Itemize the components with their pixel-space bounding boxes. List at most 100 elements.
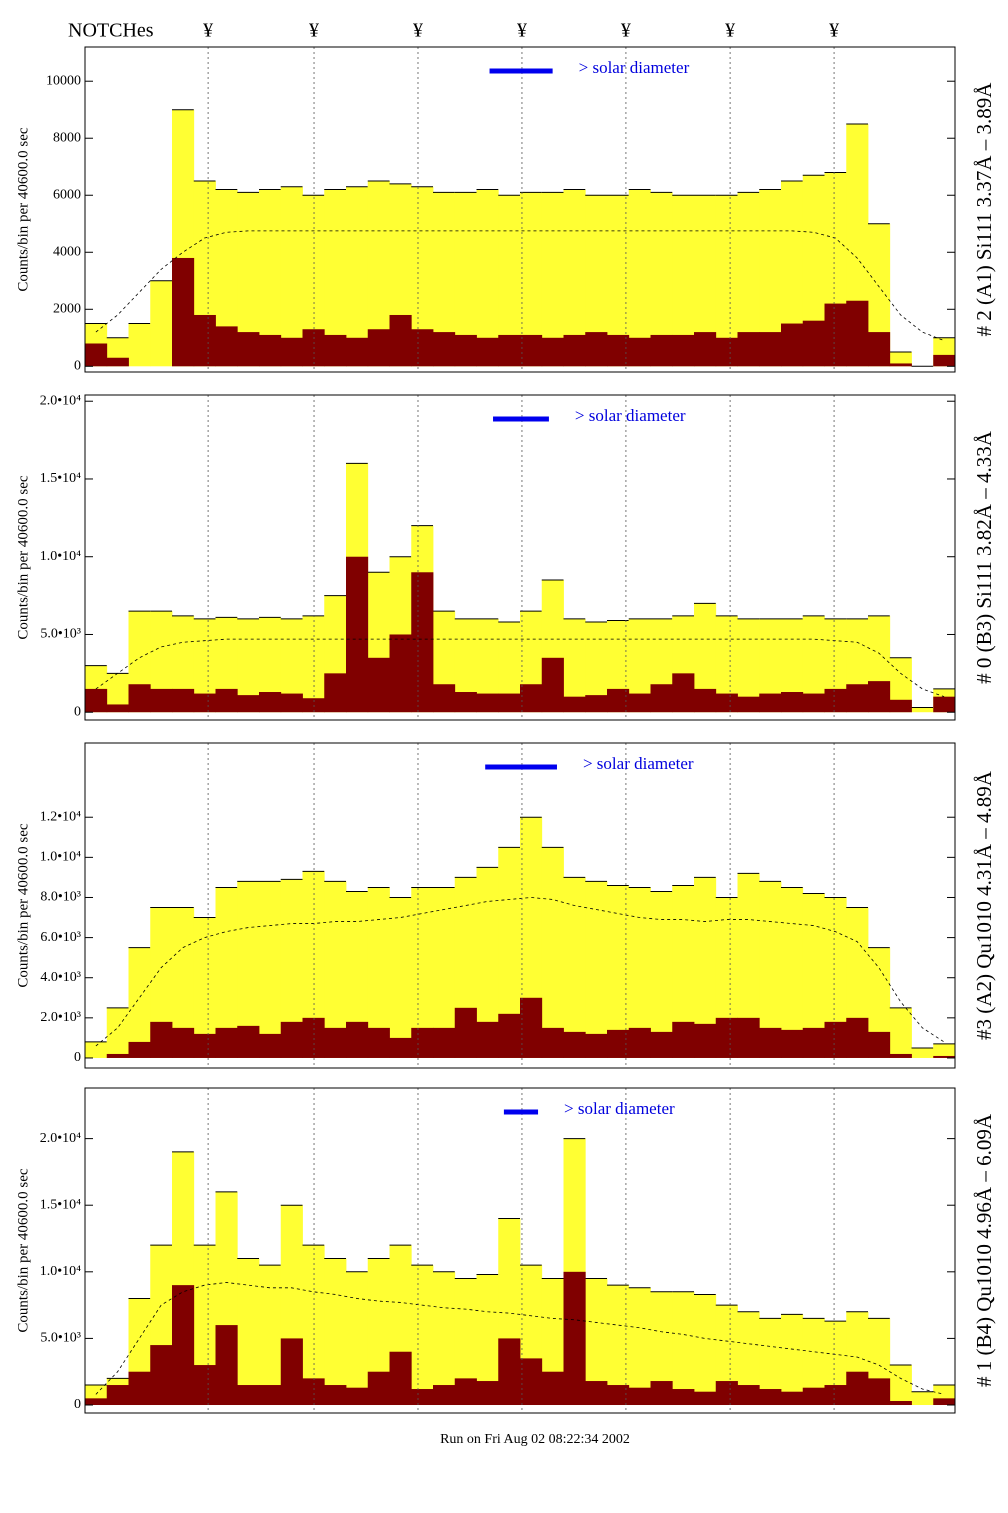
bin-bar: [259, 1265, 282, 1406]
bin-bar: [454, 618, 477, 713]
bin-bar: [324, 1027, 347, 1058]
y-tick-label: 0: [74, 1050, 81, 1065]
bin-bar: [346, 337, 369, 367]
bin-bar: [628, 337, 651, 367]
bin-bar: [237, 1258, 260, 1406]
bin-bar: [454, 692, 477, 713]
notch-marker: ¥: [725, 20, 735, 42]
notch-marker: ¥: [829, 20, 839, 42]
bin-bar: [802, 615, 825, 713]
bin-bar: [650, 1291, 673, 1406]
bin-bar: [106, 1385, 129, 1406]
bin-bar: [324, 881, 347, 1058]
bin-bar: [715, 1017, 738, 1058]
bin-bar: [868, 332, 891, 367]
plot-frame: [84, 1087, 956, 1414]
bin-bar: [280, 1338, 303, 1406]
y-tick-label: 2.0•10⁴: [40, 393, 81, 408]
bin-bar: [715, 1305, 738, 1406]
bin-bar: [889, 352, 912, 367]
bin-bar: [520, 192, 543, 367]
bin-bar: [433, 887, 456, 1058]
bin-bar: [607, 885, 630, 1058]
bin-bar: [563, 1031, 586, 1058]
bin-bar: [237, 192, 260, 367]
bin-bar: [498, 622, 521, 713]
bin-bar: [367, 1258, 390, 1406]
annotation: > solar diameter: [579, 58, 690, 77]
bin-bar: [346, 186, 369, 367]
bin-bar: [302, 871, 325, 1058]
bin-bar: [454, 334, 477, 367]
bin-bar: [607, 334, 630, 367]
bin-bar: [237, 618, 260, 713]
bin-bar: [433, 1271, 456, 1406]
bin-bar: [650, 684, 673, 713]
bin-bar: [889, 1401, 912, 1406]
y-tick-label: 2.0•10⁴: [40, 1131, 81, 1146]
bin-bar: [193, 1033, 216, 1058]
bin-bar: [302, 1017, 325, 1058]
bin-bar: [672, 673, 695, 713]
bin-bar: [781, 323, 804, 367]
bin-bar: [498, 334, 521, 367]
bin-bar: [694, 603, 717, 713]
bin-bar: [781, 1314, 804, 1406]
bin-bar: [215, 688, 238, 713]
annotation: > solar diameter: [575, 406, 686, 425]
bin-bar: [128, 947, 151, 1058]
bin-bar: [846, 1371, 869, 1406]
bin-bar: [585, 695, 608, 713]
bin-bar: [106, 1007, 129, 1058]
bin-bar: [607, 195, 630, 367]
bin-bar: [454, 1378, 477, 1406]
bin-bar: [868, 223, 891, 367]
bin-bar: [520, 684, 543, 713]
bin-bar: [476, 867, 499, 1058]
bin-bar: [346, 1021, 369, 1058]
bin-bar: [259, 189, 282, 367]
bin-bar: [498, 195, 521, 367]
bin-bar: [672, 1291, 695, 1406]
bin-bar: [585, 881, 608, 1058]
bin-bar: [694, 688, 717, 713]
bin-bar: [781, 1391, 804, 1406]
bin-bar: [868, 1031, 891, 1058]
y-tick-label: 5.0•10³: [40, 1331, 81, 1346]
y-axis-label: Counts/bin per 40600.0 sec: [15, 127, 31, 291]
notch-marker: ¥: [203, 20, 213, 42]
bin-bar: [128, 1041, 151, 1058]
bin-bar: [889, 1365, 912, 1406]
bin-bar: [759, 881, 782, 1058]
bin-bar: [628, 1027, 651, 1058]
bin-bar: [411, 1265, 434, 1406]
bin-bar: [367, 657, 390, 713]
bin-bar: [259, 617, 282, 713]
bin-bar: [541, 1371, 564, 1406]
bin-bar: [259, 692, 282, 713]
bin-bar: [759, 332, 782, 367]
bin-bar: [280, 1021, 303, 1058]
bin-bar: [628, 1387, 651, 1406]
bin-bar: [302, 698, 325, 713]
bin-bar: [367, 887, 390, 1058]
y-tick-label: 1.5•10⁴: [40, 1197, 81, 1212]
bin-bar: [846, 300, 869, 367]
panel-label: # 1 (B4) Qu1010 4.96Å – 6.09Å: [972, 1113, 996, 1387]
y-tick-label: 0: [74, 1397, 81, 1412]
bin-bar: [933, 696, 956, 713]
bin-bar: [259, 1033, 282, 1058]
bin-bar: [737, 1385, 760, 1406]
y-tick-label: 1.0•10⁴: [40, 549, 81, 564]
bin-bar: [650, 1031, 673, 1058]
bin-bar: [193, 618, 216, 713]
bin-bar: [389, 314, 412, 367]
bin-bar: [933, 354, 956, 367]
bin-bar: [85, 1398, 108, 1406]
y-tick-label: 2000: [53, 301, 81, 316]
bin-bar: [802, 1027, 825, 1058]
bin-bar: [802, 320, 825, 367]
bin-bar: [280, 693, 303, 713]
bin-bar: [172, 257, 195, 367]
bin-bar: [628, 189, 651, 367]
